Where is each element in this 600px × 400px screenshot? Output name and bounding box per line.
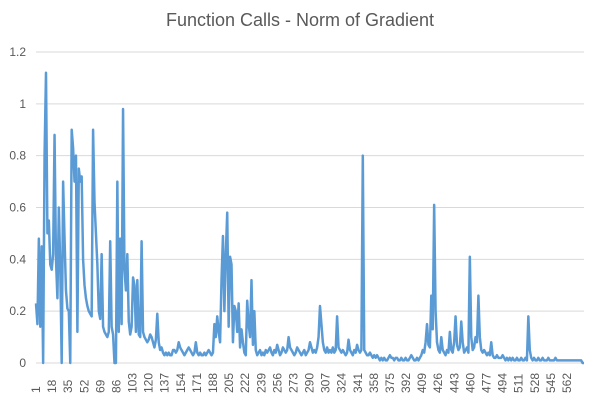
gridlines bbox=[36, 51, 584, 364]
y-axis-tick-labels: 0 0.2 0.4 0.6 0.8 1 1.2 bbox=[9, 45, 26, 370]
x-tick-label: 137 bbox=[158, 373, 172, 393]
x-tick-label: 324 bbox=[335, 373, 349, 393]
x-tick-label: 358 bbox=[367, 373, 381, 393]
x-tick-label: 375 bbox=[383, 373, 397, 393]
series-group bbox=[34, 71, 584, 365]
x-tick-label: 460 bbox=[463, 373, 477, 393]
y-tick-label: 1 bbox=[19, 97, 26, 111]
x-tick-label: 52 bbox=[77, 379, 91, 393]
x-tick-label: 443 bbox=[447, 373, 461, 393]
y-tick-label: 0.6 bbox=[9, 201, 26, 215]
x-tick-label: 222 bbox=[238, 373, 252, 393]
x-tick-label: 18 bbox=[45, 379, 59, 393]
x-tick-label: 69 bbox=[93, 379, 107, 393]
x-tick-label: 188 bbox=[206, 373, 220, 393]
x-tick-label: 392 bbox=[399, 373, 413, 393]
x-tick-label: 103 bbox=[126, 373, 140, 393]
x-tick-label: 120 bbox=[142, 373, 156, 393]
x-axis-tick-labels: 1 18 35 52 69 86 103 120 137 154 171 188 205 222 239 25… bbox=[29, 373, 574, 393]
x-tick-label: 86 bbox=[109, 379, 123, 393]
x-tick-label: 511 bbox=[512, 374, 526, 393]
x-tick-label: 154 bbox=[174, 373, 188, 393]
series-line bbox=[34, 71, 584, 365]
x-tick-label: 290 bbox=[303, 373, 317, 393]
x-tick-label: 409 bbox=[415, 373, 429, 393]
x-tick-label: 477 bbox=[480, 373, 494, 393]
y-tick-label: 1.2 bbox=[9, 45, 26, 59]
x-tick-label: 256 bbox=[270, 373, 284, 393]
y-tick-label: 0.8 bbox=[9, 149, 26, 163]
x-tick-label: 1 bbox=[29, 386, 43, 393]
chart-title: Function Calls - Norm of Gradient bbox=[165, 10, 435, 30]
x-tick-label: 205 bbox=[222, 373, 236, 393]
x-tick-label: 494 bbox=[496, 373, 510, 393]
x-tick-label: 426 bbox=[431, 373, 445, 393]
x-tick-label: 239 bbox=[254, 373, 268, 393]
x-tick-label: 562 bbox=[560, 373, 574, 393]
x-tick-label: 341 bbox=[351, 373, 365, 393]
x-tick-label: 35 bbox=[61, 379, 75, 393]
y-tick-label: 0.2 bbox=[9, 304, 26, 318]
x-tick-label: 307 bbox=[319, 373, 333, 393]
y-tick-label: 0.4 bbox=[9, 252, 26, 266]
x-tick-label: 273 bbox=[286, 373, 300, 393]
x-tick-label: 545 bbox=[544, 373, 558, 393]
y-tick-label: 0 bbox=[19, 356, 26, 370]
x-tick-label: 171 bbox=[190, 373, 204, 393]
x-tick-label: 528 bbox=[528, 373, 542, 393]
